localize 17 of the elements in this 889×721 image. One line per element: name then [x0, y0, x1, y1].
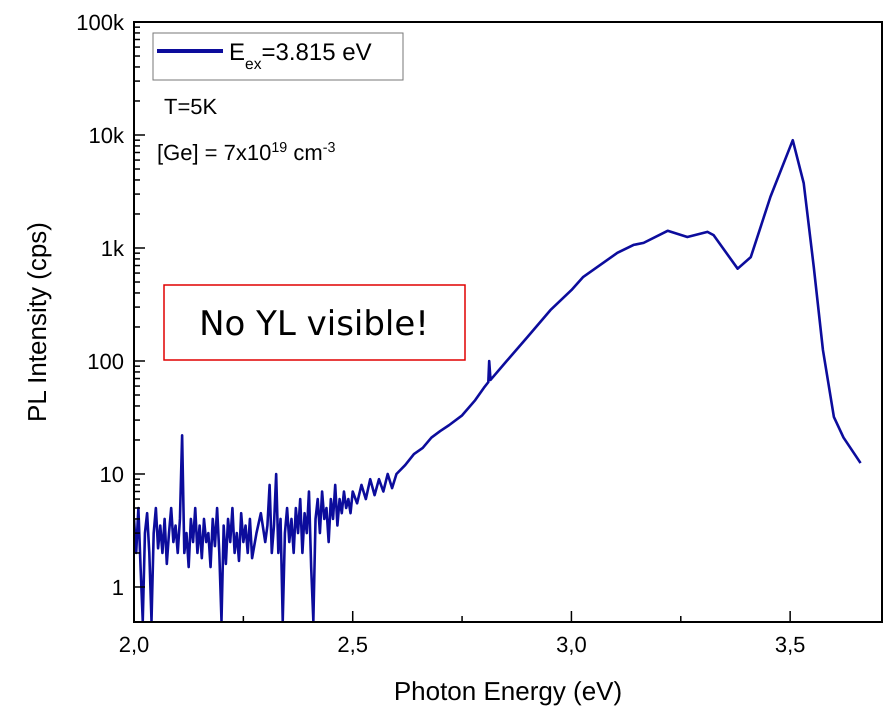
line-series — [134, 138, 862, 622]
y-tick-label: 10 — [100, 462, 124, 487]
x-axis-title: Photon Energy (eV) — [394, 676, 622, 706]
annotation: No YL visible! — [199, 304, 429, 344]
annotation: [Ge] = 7x10$^{19}$ cm$^{-3}$ — [157, 140, 336, 165]
x-tick-label: 2,0 — [118, 632, 150, 657]
y-tick-label: 100k — [76, 10, 125, 35]
legend-label: E$_{ex}$=3.815 eV — [229, 39, 372, 72]
x-tick-label: 3,5 — [774, 632, 806, 657]
y-tick-label: 100 — [87, 348, 124, 374]
x-tick-label: 3,0 — [556, 632, 587, 657]
y-tick-label: 1 — [112, 574, 124, 600]
y-tick-label: 1k — [100, 236, 125, 261]
y-tick-label: 10k — [88, 123, 125, 148]
x-tick-label: 2,5 — [337, 632, 368, 657]
y-axis-title: PL Intensity (cps) — [22, 222, 52, 422]
annotation: T=5K — [164, 94, 218, 119]
